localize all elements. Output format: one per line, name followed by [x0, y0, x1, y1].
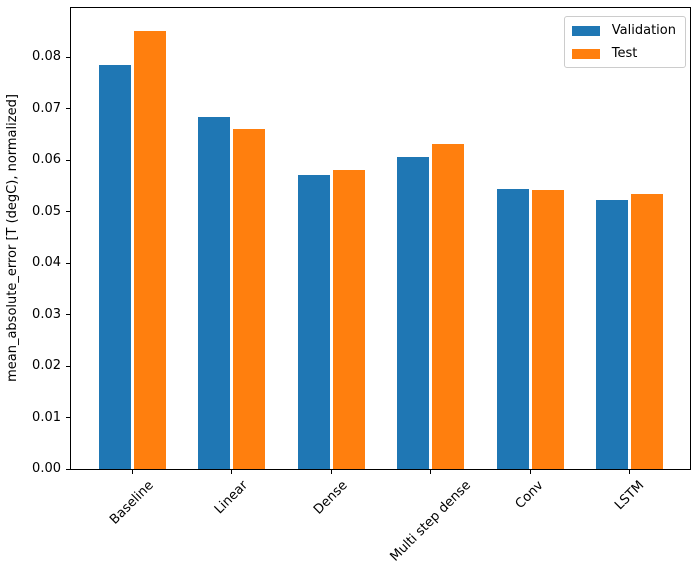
plot-area: Validation Test: [70, 7, 691, 470]
y-tick-label: 0.04: [32, 255, 61, 271]
x-tick-mark: [131, 470, 133, 474]
bar-validation-conv: [496, 189, 529, 469]
legend-item-test: Test: [571, 46, 676, 61]
y-tick-mark: [66, 262, 70, 264]
x-tick-mark: [330, 470, 332, 474]
x-tick-label-baseline: Baseline: [107, 478, 157, 528]
bar-test-lstm: [631, 194, 663, 469]
bars-layer: [71, 8, 690, 469]
legend-item-validation: Validation: [571, 23, 676, 38]
x-tick-mark: [430, 470, 431, 474]
y-tick-mark: [66, 365, 70, 367]
y-tick-mark: [66, 468, 70, 470]
bar-test-dense: [332, 169, 365, 469]
test-series-swatch: [571, 48, 600, 59]
y-axis-label: mean_absolute_error [T (degC), normalize…: [5, 94, 20, 382]
y-tick-mark: [66, 108, 70, 110]
bar-test-multi-step-dense: [432, 143, 464, 469]
bar-validation-linear: [198, 116, 230, 469]
bar-test-baseline: [133, 30, 166, 469]
bar-test-conv: [531, 190, 564, 469]
x-tick-label-dense: Dense: [311, 478, 351, 518]
x-tick-mark: [629, 470, 630, 474]
x-tick-label-conv: Conv: [513, 478, 547, 512]
y-tick-label: 0.07: [32, 100, 61, 116]
y-tick-mark: [66, 159, 70, 161]
validation-legend-label: Validation: [611, 23, 676, 38]
y-tick-mark: [66, 314, 70, 316]
bar-validation-dense: [297, 175, 330, 469]
bar-validation-multi-step-dense: [397, 157, 429, 469]
x-tick-label-lstm: LSTM: [611, 478, 647, 514]
y-tick-label: 0.00: [32, 461, 61, 476]
test-legend-label: Test: [611, 46, 638, 61]
x-tick-label-multi-step-dense: Multi step dense: [387, 478, 475, 565]
y-tick-label: 0.03: [32, 306, 61, 322]
bar-validation-baseline: [98, 65, 131, 469]
x-tick-mark: [529, 470, 531, 474]
legend: Validation Test: [563, 16, 686, 68]
y-tick-mark: [66, 417, 70, 419]
bar-test-linear: [233, 128, 265, 469]
y-tick-mark: [66, 56, 70, 58]
y-tick-label: 0.06: [32, 152, 61, 168]
y-tick-label: 0.08: [32, 49, 61, 65]
y-tick-mark: [66, 211, 70, 213]
validation-series-swatch: [571, 25, 600, 36]
y-tick-label: 0.02: [32, 358, 61, 374]
x-tick-mark: [231, 470, 232, 474]
y-tick-label: 0.01: [32, 409, 61, 425]
y-tick-label: 0.05: [32, 203, 61, 219]
x-tick-label-linear: Linear: [212, 478, 252, 518]
bar-validation-lstm: [596, 199, 628, 469]
